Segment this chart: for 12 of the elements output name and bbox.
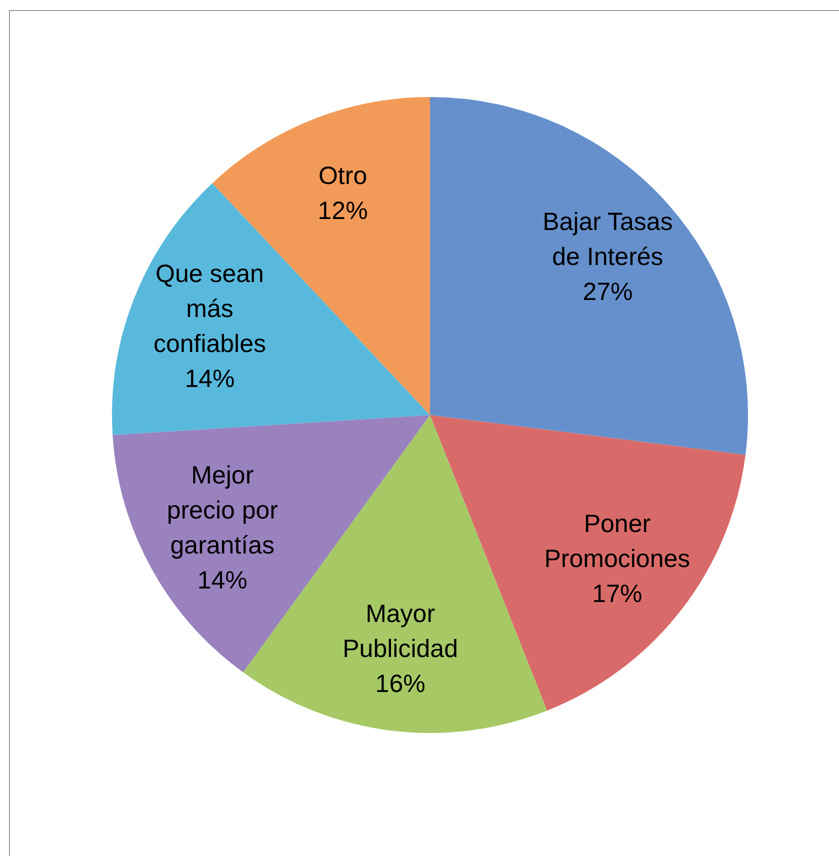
slice-label: Mejor precio por garantías [166, 462, 278, 560]
slice-label: Bajar Tasas de Interés [542, 208, 673, 272]
data-label: 14% [184, 365, 235, 394]
data-label: 17% [592, 580, 642, 608]
data-label: 27% [582, 278, 633, 306]
slice-label: Otro [318, 162, 368, 190]
data-label: 12% [318, 197, 368, 226]
slice-label: Poner Promociones [544, 510, 690, 574]
data-label: 16% [375, 670, 426, 698]
data-label: 14% [197, 566, 248, 595]
slice-label: Mayor Publicidad [342, 600, 458, 663]
slice-label: Que sean más confiables [153, 260, 266, 358]
